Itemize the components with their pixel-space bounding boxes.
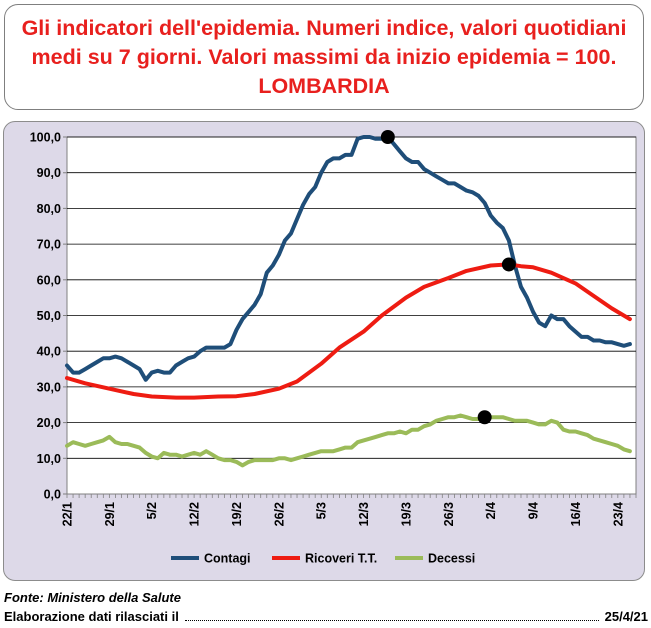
x-tick-label: 26/3 — [442, 502, 456, 526]
series-line-decessi — [65, 413, 632, 468]
x-tick-label: 22/1 — [61, 502, 75, 526]
legend-label-decessi: Decessi — [428, 552, 475, 566]
x-tick-label: 26/2 — [272, 502, 286, 526]
series-line-contagi — [65, 135, 632, 382]
chart-frame: 0,0 10,0 20,0 30,0 40,0 50,0 60,0 70,0 80,0 90,0 1… — [3, 121, 645, 581]
x-tick-label: 29/1 — [103, 502, 117, 526]
max-marker-contagi — [380, 130, 395, 144]
elaboration-label: Elaborazione dati rilasciati il — [4, 609, 179, 624]
x-tick-label: 16/4 — [569, 502, 583, 526]
y-tick-label: 80,0 — [37, 202, 61, 216]
y-tick-label: 30,0 — [37, 380, 61, 394]
y-tick-label: 100,0 — [30, 131, 61, 145]
x-tick-label: 2/4 — [484, 502, 498, 519]
y-tick-label: 90,0 — [37, 166, 61, 180]
x-tick-label: 23/4 — [611, 502, 625, 526]
max-marker-decessi — [477, 410, 492, 425]
elaboration-note: Elaborazione dati rilasciati il 25/4/21 — [4, 609, 648, 624]
x-tick-label: 12/3 — [357, 502, 371, 526]
chart-title-box: Gli indicatori dell'epidemia. Numeri ind… — [4, 4, 644, 110]
x-tick-label: 19/3 — [399, 502, 413, 526]
max-marker-ricoveri — [501, 257, 516, 272]
y-tick-label: 70,0 — [37, 238, 61, 252]
source-note: Fonte: Ministero della Salute — [4, 590, 181, 605]
dotted-leader — [184, 610, 599, 621]
legend-label-contagi: Contagi — [204, 552, 251, 566]
x-tick-label: 12/2 — [188, 502, 202, 526]
y-tick-label: 60,0 — [37, 273, 61, 287]
title-line-1: Gli indicatori dell'epidemia. Numeri ind… — [21, 15, 627, 40]
line-chart: 0,0 10,0 20,0 30,0 40,0 50,0 60,0 70,0 80,0 90,0 1… — [30, 130, 637, 566]
legend-label-ricoveri: Ricoveri T.T. — [305, 552, 377, 566]
title-line-2: medi su 7 giorni. Valori massimi da iniz… — [31, 44, 617, 69]
x-tick-label: 5/2 — [145, 502, 159, 519]
x-tick-label: 5/3 — [315, 502, 329, 519]
y-tick-label: 40,0 — [37, 345, 61, 359]
title-line-3: LOMBARDIA — [258, 73, 390, 98]
series-line-ricoveri — [65, 262, 632, 400]
y-tick-label: 50,0 — [37, 309, 61, 323]
release-date: 25/4/21 — [604, 609, 648, 624]
y-tick-label: 10,0 — [37, 452, 61, 466]
x-tick-label: 19/2 — [230, 502, 244, 526]
y-tick-label: 20,0 — [37, 416, 61, 430]
x-tick-label: 9/4 — [527, 502, 541, 519]
chart-title: Gli indicatori dell'epidemia. Numeri ind… — [19, 14, 629, 101]
y-tick-label: 0,0 — [44, 488, 61, 502]
